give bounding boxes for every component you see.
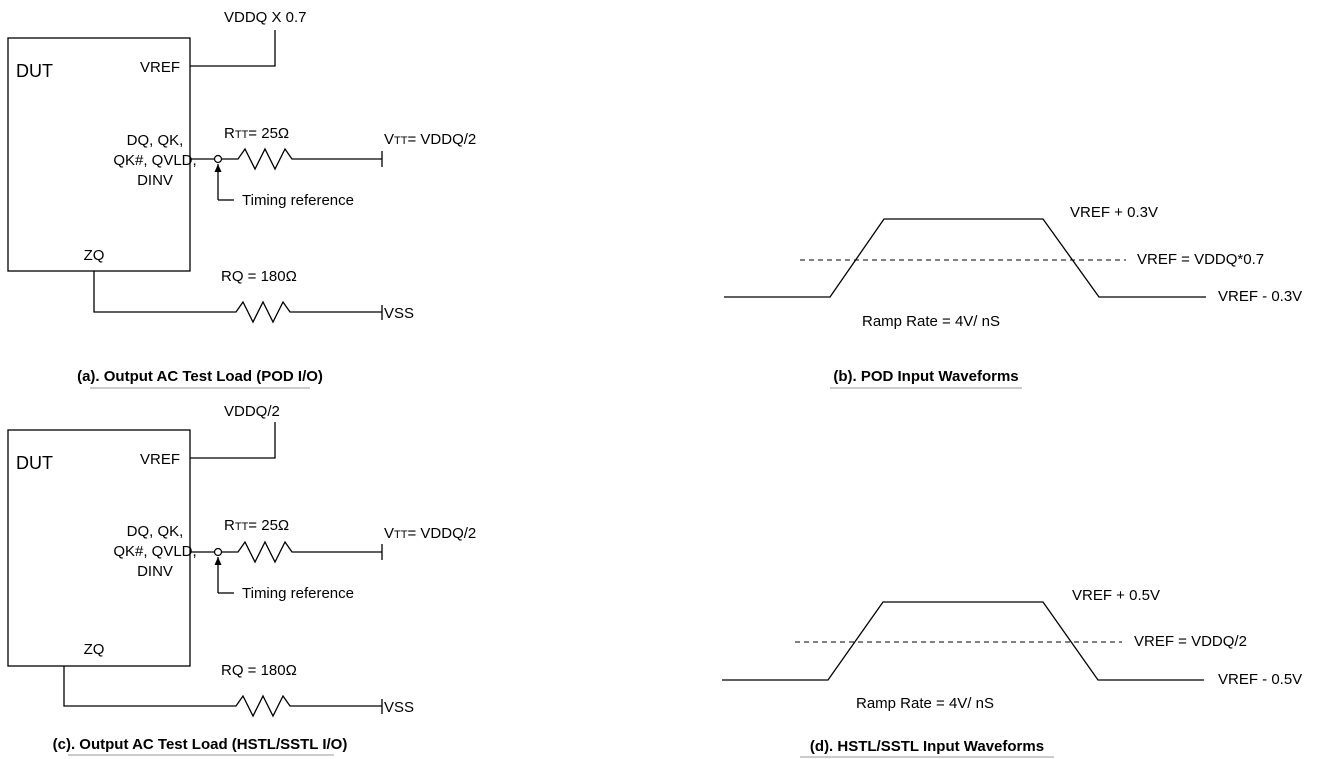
dq-pins-line2: QK#, QVLD, bbox=[113, 152, 196, 169]
dq-pins-line1: DQ, QK, bbox=[127, 132, 184, 149]
zq-pin-label: ZQ bbox=[84, 247, 105, 264]
ramp-rate-label: Ramp Rate = 4V/ nS bbox=[856, 695, 994, 712]
vref-level-label: VREF = VDDQ*0.7 bbox=[1137, 251, 1264, 268]
high-level-label: VREF + 0.5V bbox=[1072, 587, 1160, 604]
ramp-rate-label: Ramp Rate = 4V/ nS bbox=[862, 313, 1000, 330]
dut-label: DUT bbox=[16, 61, 53, 81]
pod-waveform-line bbox=[724, 218, 1206, 298]
rq-resistor bbox=[93, 271, 382, 324]
rtt-resistor bbox=[222, 540, 382, 564]
timing-node-circle bbox=[213, 547, 223, 557]
dq-pins-line2: QK#, QVLD, bbox=[113, 543, 196, 560]
vref-wire bbox=[190, 30, 276, 67]
dq-pins-line3: DINV bbox=[137, 172, 173, 189]
timing-ref-label: Timing reference bbox=[242, 192, 354, 209]
rtt-label: RTT= 25Ω bbox=[224, 517, 289, 534]
rq-label: RQ = 180Ω bbox=[221, 268, 297, 285]
panel-c-output-ac-test-load-hstl-sstl: DUT VREF VDDQ/2 DQ, QK, QK#, QVLD, DINV … bbox=[7, 403, 476, 756]
timing-arrowhead-icon bbox=[214, 557, 222, 565]
vref-pin-label: VREF bbox=[140, 451, 180, 468]
timing-arrowhead-icon bbox=[214, 164, 222, 172]
low-level-label: VREF - 0.5V bbox=[1218, 671, 1302, 688]
high-level-label: VREF + 0.3V bbox=[1070, 204, 1158, 221]
vtt-label: VTT= VDDQ/2 bbox=[384, 131, 476, 148]
rq-resistor bbox=[63, 666, 382, 718]
low-level-label: VREF - 0.3V bbox=[1218, 288, 1302, 305]
caption-d: (d). HSTL/SSTL Input Waveforms bbox=[810, 738, 1044, 755]
caption-b: (b). POD Input Waveforms bbox=[833, 368, 1018, 385]
dq-pins-line1: DQ, QK, bbox=[127, 523, 184, 540]
vtt-label: VTT= VDDQ/2 bbox=[384, 525, 476, 542]
rq-label: RQ = 180Ω bbox=[221, 662, 297, 679]
vref-source-label: VDDQ/2 bbox=[224, 403, 280, 420]
dq-pins-line3: DINV bbox=[137, 563, 173, 580]
panel-d-hstl-sstl-input-waveforms: VREF + 0.5V VREF = VDDQ/2 VREF - 0.5V Ra… bbox=[722, 587, 1302, 758]
timing-node-circle bbox=[213, 154, 223, 164]
dut-box bbox=[7, 429, 191, 667]
vss-label: VSS bbox=[384, 699, 414, 716]
caption-a: (a). Output AC Test Load (POD I/O) bbox=[77, 368, 323, 385]
panel-b-pod-input-waveforms: VREF + 0.3V VREF = VDDQ*0.7 VREF - 0.3V … bbox=[724, 204, 1302, 389]
vref-source-label: VDDQ X 0.7 bbox=[224, 9, 307, 26]
rtt-resistor bbox=[222, 147, 382, 171]
vss-label: VSS bbox=[384, 305, 414, 322]
vref-level-label: VREF = VDDQ/2 bbox=[1134, 633, 1247, 650]
vref-pin-label: VREF bbox=[140, 59, 180, 76]
timing-ref-label: Timing reference bbox=[242, 585, 354, 602]
vref-wire bbox=[190, 422, 276, 459]
zq-pin-label: ZQ bbox=[84, 641, 105, 658]
caption-c: (c). Output AC Test Load (HSTL/SSTL I/O) bbox=[53, 736, 348, 753]
panel-a-output-ac-test-load-pod: DUT VREF VDDQ X 0.7 DQ, QK, QK#, QVLD, D… bbox=[7, 9, 476, 389]
hstl-waveform-line bbox=[722, 601, 1204, 681]
rtt-label: RTT= 25Ω bbox=[224, 125, 289, 142]
dut-label: DUT bbox=[16, 453, 53, 473]
dut-box bbox=[7, 37, 191, 272]
